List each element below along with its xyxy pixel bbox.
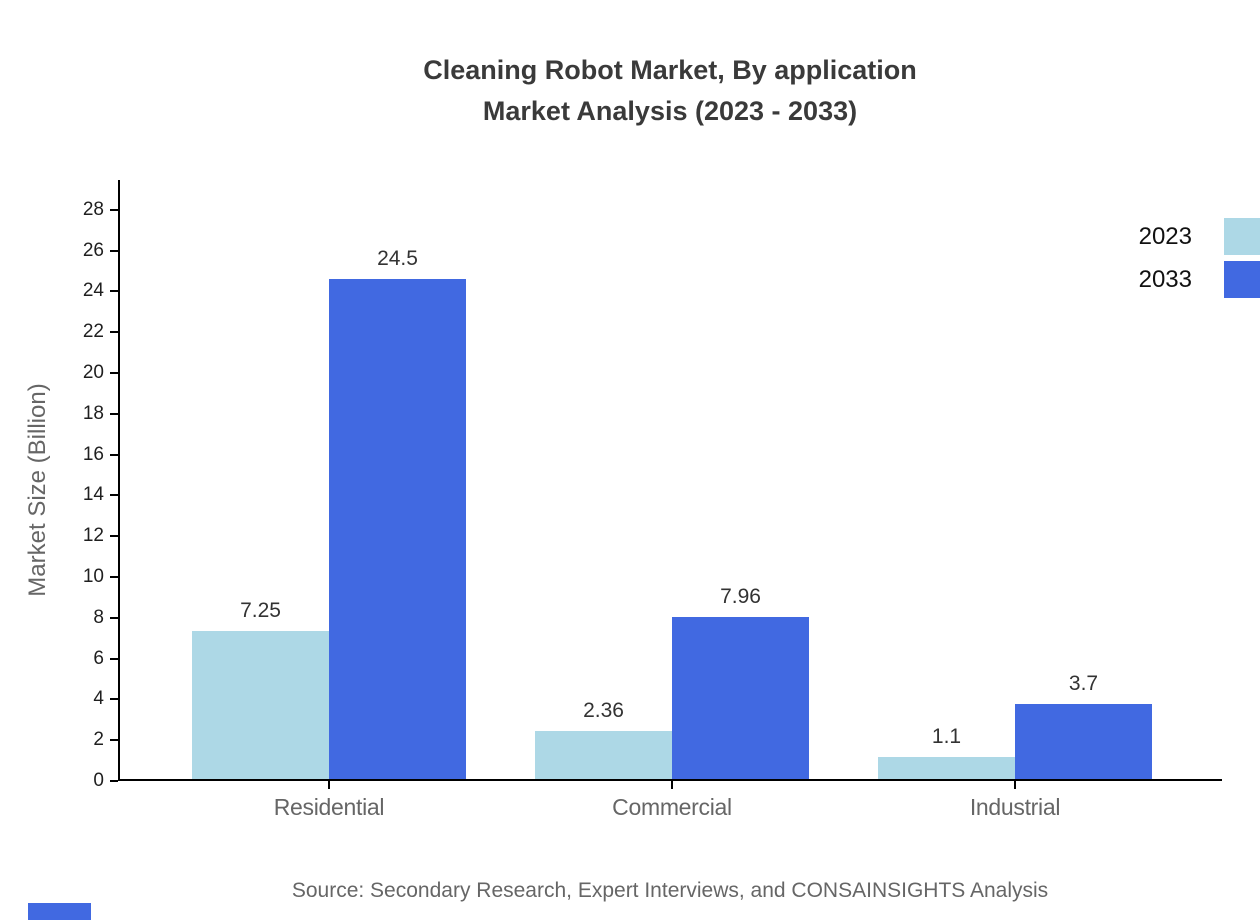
- bar-value-2033-commercial: 7.96: [720, 585, 761, 608]
- y-tick-label-12: 12: [82, 525, 104, 547]
- y-tick-mark-26: [110, 249, 118, 252]
- y-tick-mark-22: [110, 331, 118, 334]
- y-tick-label-6: 6: [93, 647, 104, 669]
- legend-label-2023: 2023: [1138, 222, 1192, 250]
- y-tick-mark-14: [110, 494, 118, 497]
- y-axis-title: Market Size (Billion): [24, 383, 51, 597]
- x-tick-mark-residential: [328, 781, 330, 789]
- bar-value-2033-residential: 24.5: [377, 247, 418, 270]
- y-tick-label-14: 14: [82, 484, 104, 506]
- y-tick-label-4: 4: [93, 688, 104, 710]
- x-category-label-residential: Residential: [273, 794, 385, 820]
- legend-swatch-2023: [1224, 218, 1260, 255]
- brand-mark: [28, 903, 91, 920]
- bar-2023-industrial: [878, 757, 1015, 779]
- source-note: Source: Secondary Research, Expert Inter…: [291, 879, 1049, 902]
- y-tick-label-20: 20: [82, 362, 104, 383]
- y-tick-label-26: 26: [82, 239, 104, 261]
- bar-2023-commercial: [535, 731, 672, 779]
- bar-2033-industrial: [1015, 704, 1152, 779]
- y-tick-label-2: 2: [93, 729, 104, 751]
- bar-value-2023-residential: 7.25: [240, 599, 281, 622]
- y-tick-label-16: 16: [82, 443, 104, 465]
- chart-title: Cleaning Robot Market, By application Ma…: [118, 50, 1222, 132]
- y-tick-mark-4: [110, 698, 118, 701]
- y-tick-mark-6: [110, 657, 118, 660]
- y-tick-mark-10: [110, 576, 118, 578]
- bar-2033-commercial: [672, 617, 809, 779]
- bar-value-2033-industrial: 3.7: [1068, 672, 1099, 695]
- y-tick-mark-2: [110, 739, 118, 742]
- bar-value-2023-commercial: 2.36: [583, 699, 624, 722]
- y-tick-mark-12: [110, 535, 118, 538]
- legend-label-2033: 2033: [1138, 265, 1192, 293]
- x-tick-mark-industrial: [1014, 781, 1016, 789]
- x-category-label-commercial: Commercial: [612, 794, 732, 820]
- y-tick-label-8: 8: [93, 606, 104, 628]
- bar-2023-residential: [192, 631, 329, 779]
- y-tick-mark-8: [110, 616, 118, 619]
- y-tick-label-0: 0: [93, 770, 104, 791]
- y-tick-mark-18: [110, 412, 118, 415]
- legend-item-2023: 2023: [1139, 218, 1260, 255]
- y-tick-label-28: 28: [82, 198, 104, 220]
- legend-item-2033: 2033: [1139, 261, 1260, 298]
- y-tick-mark-28: [110, 208, 118, 211]
- y-tick-mark-16: [110, 453, 118, 456]
- legend-swatch-2033: [1224, 261, 1260, 298]
- y-tick-label-22: 22: [82, 321, 104, 343]
- bar-2033-residential: [329, 279, 466, 779]
- legend: 2023 2033: [1139, 218, 1260, 304]
- plot-area: 0 2 4 6 8 10 12 14 16 18 20 22 24 26 28 7.25 24.5 2.36 7.…: [83, 180, 1222, 820]
- y-tick-mark-20: [110, 372, 118, 374]
- x-tick-mark-commercial: [671, 781, 673, 789]
- y-tick-label-10: 10: [82, 566, 104, 587]
- y-tick-mark-0: [110, 780, 118, 782]
- y-tick-mark-24: [110, 290, 118, 293]
- y-tick-label-18: 18: [82, 402, 104, 424]
- y-tick-label-24: 24: [82, 280, 104, 302]
- chart-title-line2: Market Analysis (2023 - 2033): [482, 96, 858, 126]
- bar-value-2023-industrial: 1.1: [931, 725, 962, 748]
- x-category-label-industrial: Industrial: [969, 794, 1061, 820]
- chart-title-line1: Cleaning Robot Market, By application: [423, 55, 917, 85]
